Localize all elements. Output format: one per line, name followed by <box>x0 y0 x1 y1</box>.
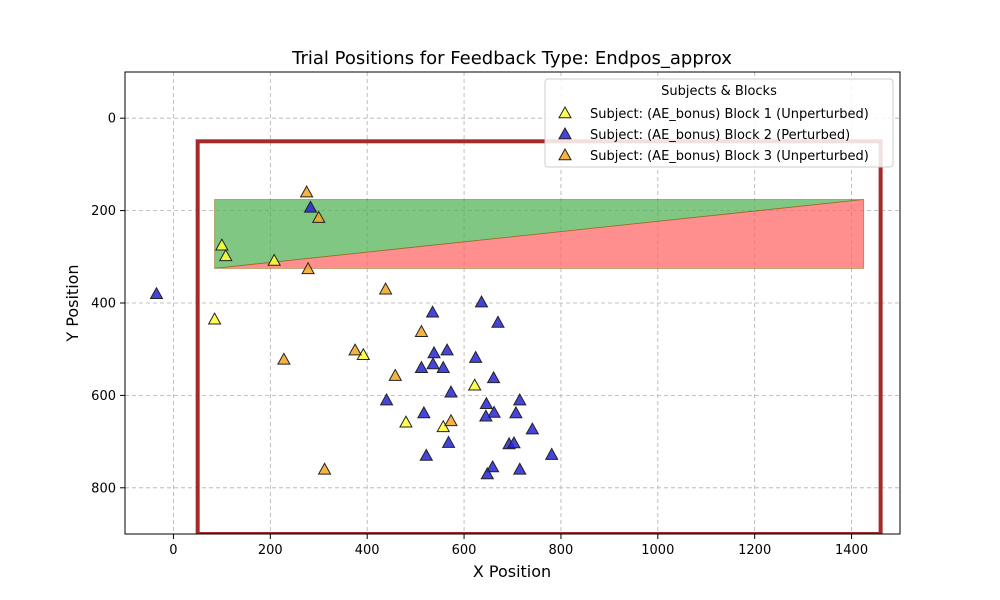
legend-marker <box>558 147 572 161</box>
x-tick-label: 800 <box>549 543 574 558</box>
point-series-2 <box>379 392 394 406</box>
y-tick-label: 800 <box>91 481 116 496</box>
point-series-2 <box>426 356 440 370</box>
plot-area <box>149 139 883 534</box>
legend: Subjects & Blocks Subject: (AE_bonus) Blo… <box>544 78 894 168</box>
point-series-2 <box>479 409 493 422</box>
point-series-2 <box>149 286 164 300</box>
point-series-1 <box>467 378 482 391</box>
x-axis-label: X Position <box>473 562 551 581</box>
point-series-2 <box>427 345 441 359</box>
point-series-3 <box>299 185 314 198</box>
point-series-1 <box>215 238 229 251</box>
point-series-1 <box>267 253 282 266</box>
y-tick-label: 200 <box>91 204 116 219</box>
point-series-2 <box>485 459 500 473</box>
point-series-2 <box>440 343 454 356</box>
x-tick-label: 0 <box>169 543 177 558</box>
legend-title: Subjects & Blocks <box>661 84 777 99</box>
y-tick-label: 400 <box>91 297 116 312</box>
point-series-2 <box>544 447 559 460</box>
point-series-2 <box>425 305 440 318</box>
point-series-2 <box>507 435 521 449</box>
point-series-2 <box>509 405 523 419</box>
x-tick-label: 1000 <box>641 543 674 558</box>
point-series-2 <box>436 360 451 373</box>
point-series-1 <box>207 312 222 325</box>
point-series-2 <box>441 435 456 448</box>
chart-title: Trial Positions for Feedback Type: Endpo… <box>291 48 732 69</box>
x-tick-label: 1400 <box>835 543 868 558</box>
point-series-3 <box>348 343 362 356</box>
point-series-2 <box>512 462 527 475</box>
point-series-1 <box>436 419 451 433</box>
x-tick-label: 400 <box>355 543 380 558</box>
x-tick-label: 600 <box>452 543 477 558</box>
legend-marker <box>558 105 572 119</box>
point-series-2 <box>486 370 501 384</box>
point-series-3 <box>317 462 332 475</box>
region-2 <box>214 199 865 269</box>
point-series-2 <box>414 360 429 373</box>
point-series-2 <box>417 405 431 419</box>
point-series-3 <box>311 210 326 223</box>
point-series-2 <box>468 350 483 363</box>
point-series-2 <box>487 405 501 418</box>
point-series-3 <box>301 261 315 275</box>
legend-entry: Subject: (AE_bonus) Block 2 (Perturbed) <box>590 128 850 143</box>
y-axis-label: Y Position <box>63 264 82 342</box>
point-series-2 <box>512 392 527 406</box>
point-series-2 <box>303 200 318 213</box>
point-series-1 <box>399 415 413 428</box>
point-series-2 <box>525 422 540 435</box>
point-series-1 <box>218 248 233 262</box>
point-series-3 <box>414 324 429 337</box>
legend-box <box>544 78 894 168</box>
legend-entry: Subject: (AE_bonus) Block 3 (Unperturbed… <box>590 149 869 164</box>
point-series-2 <box>480 466 495 480</box>
boundary-rect <box>195 139 883 534</box>
y-tick-label: 600 <box>91 389 116 404</box>
x-tick-label: 1200 <box>738 543 771 558</box>
point-series-2 <box>419 448 434 461</box>
point-series-3 <box>277 352 291 365</box>
point-series-2 <box>479 396 494 410</box>
point-series-3 <box>388 368 403 381</box>
axis-ticks: 0 200 400 600 800 1000 1200 1400 0 200 400 600 800 <box>91 112 868 558</box>
legend-marker <box>558 126 572 140</box>
point-series-3 <box>378 282 393 295</box>
point-series-2 <box>444 385 458 398</box>
legend-entry: Subject: (AE_bonus) Block 1 (Unperturbed… <box>590 107 869 122</box>
point-series-2 <box>491 315 505 328</box>
x-tick-label: 200 <box>258 543 283 558</box>
point-series-2 <box>474 295 489 308</box>
y-tick-label: 0 <box>108 112 116 127</box>
point-series-3 <box>444 413 458 427</box>
